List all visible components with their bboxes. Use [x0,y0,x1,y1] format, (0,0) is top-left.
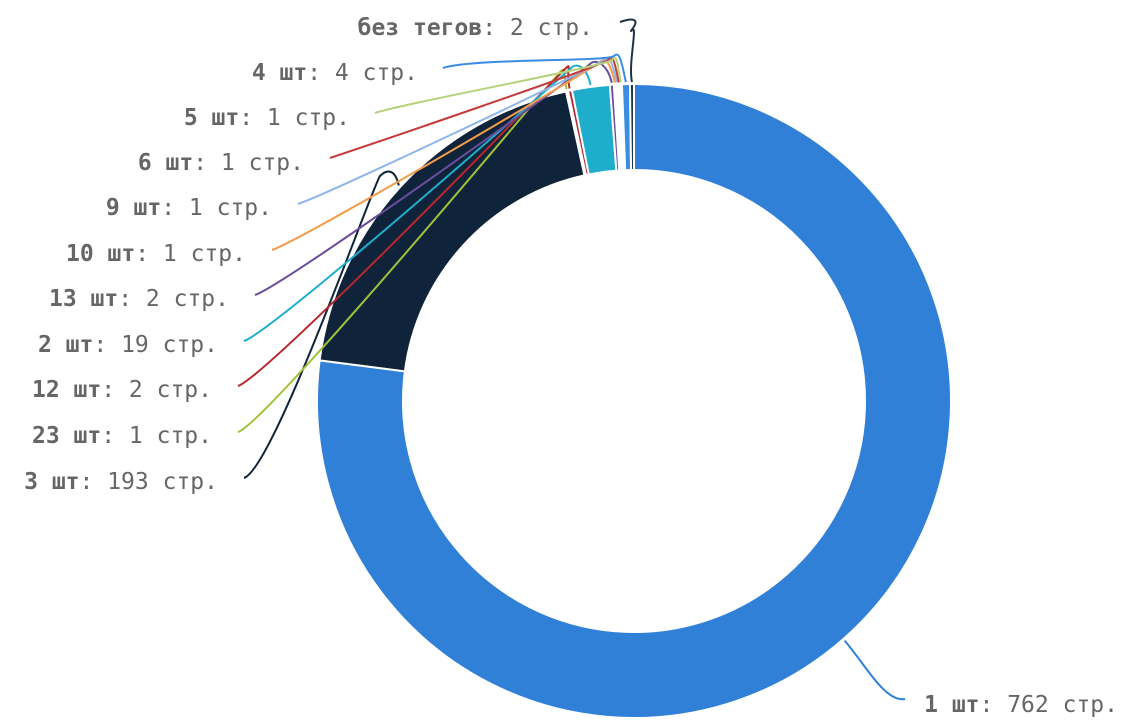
slice-без-тегов[interactable] [628,82,635,172]
slice-label-10-шт: 10 шт: 1 стр. [66,241,246,267]
slice-label-name: 5 шт [184,105,239,131]
slice-label-value: : 19 стр. [93,332,218,358]
leader-line-3-шт [243,170,400,479]
slice-label-value: : 1 стр. [161,195,272,221]
slice-label-name: 10 шт [66,241,135,267]
slice-label-4-шт: 4 шт: 4 стр. [252,60,418,86]
slice-label-value: : 193 стр. [80,469,218,495]
slice-label-name: 3 шт [24,469,79,495]
slice-labels: 1 шт: 762 стр.3 шт: 193 стр.23 шт: 1 стр… [24,15,1118,718]
slice-label-value: : 1 стр. [239,105,350,131]
leader-line-5-шт [374,57,622,114]
slice-label-6-шт: 6 шт: 1 стр. [138,150,304,176]
slice-label-1-шт: 1 шт: 762 стр. [924,692,1118,718]
leader-lines [237,18,906,701]
slice-label-value: : 2 стр. [482,15,593,41]
slice-label-value: : 1 стр. [135,241,246,267]
slice-label-value: : 1 стр. [101,423,212,449]
slice-label-2-шт: 2 шт: 19 стр. [38,332,218,358]
slice-label-name: 1 шт [924,692,979,718]
leader-line-9-шт [297,57,618,205]
slice-label-value: : 2 стр. [101,377,212,403]
slice-label-name: 4 шт [252,60,307,86]
slice-label-23-шт: 23 шт: 1 стр. [32,423,212,449]
leader-line-без-тегов [619,18,637,83]
leader-line-1-шт [843,639,906,701]
slice-label-value: : 2 стр. [118,286,229,312]
slice-label-без-тегов: без тегов: 2 стр. [358,15,593,41]
slice-label-value: : 762 стр. [980,692,1118,718]
leader-line-2-шт [243,64,592,342]
leader-line-12-шт [237,65,571,387]
slice-label-9-шт: 9 шт: 1 стр. [106,195,272,221]
slice-label-13-шт: 13 шт: 2 стр. [49,286,229,312]
slice-label-3-шт: 3 шт: 193 стр. [24,469,218,495]
slice-label-12-шт: 12 шт: 2 стр. [32,377,212,403]
slice-label-name: 2 шт [38,332,93,358]
slice-label-value: : 4 стр. [307,60,418,86]
slice-label-name: 13 шт [49,286,118,312]
slice-label-5-шт: 5 шт: 1 стр. [184,105,350,131]
leader-line-6-шт [329,57,620,159]
slice-label-name: 9 шт [106,195,161,221]
leader-line-4-шт [442,53,627,83]
slice-1-шт[interactable] [316,82,952,719]
slice-label-name: 6 шт [138,150,193,176]
slice-label-name: 12 шт [32,377,101,403]
slice-label-name: без тегов [358,15,483,41]
donut-slices [316,82,952,719]
slice-label-name: 23 шт [32,423,101,449]
slice-label-value: : 1 стр. [193,150,304,176]
